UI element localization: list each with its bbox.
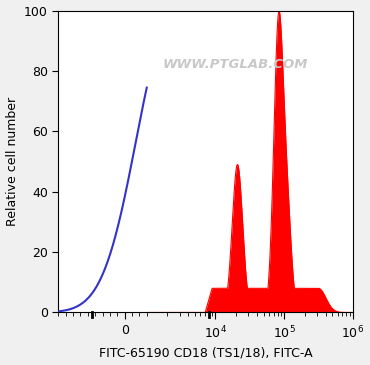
Text: WWW.PTGLAB.COM: WWW.PTGLAB.COM <box>162 58 308 72</box>
X-axis label: FITC-65190 CD18 (TS1/18), FITC-A: FITC-65190 CD18 (TS1/18), FITC-A <box>99 346 313 360</box>
Y-axis label: Relative cell number: Relative cell number <box>6 97 18 226</box>
